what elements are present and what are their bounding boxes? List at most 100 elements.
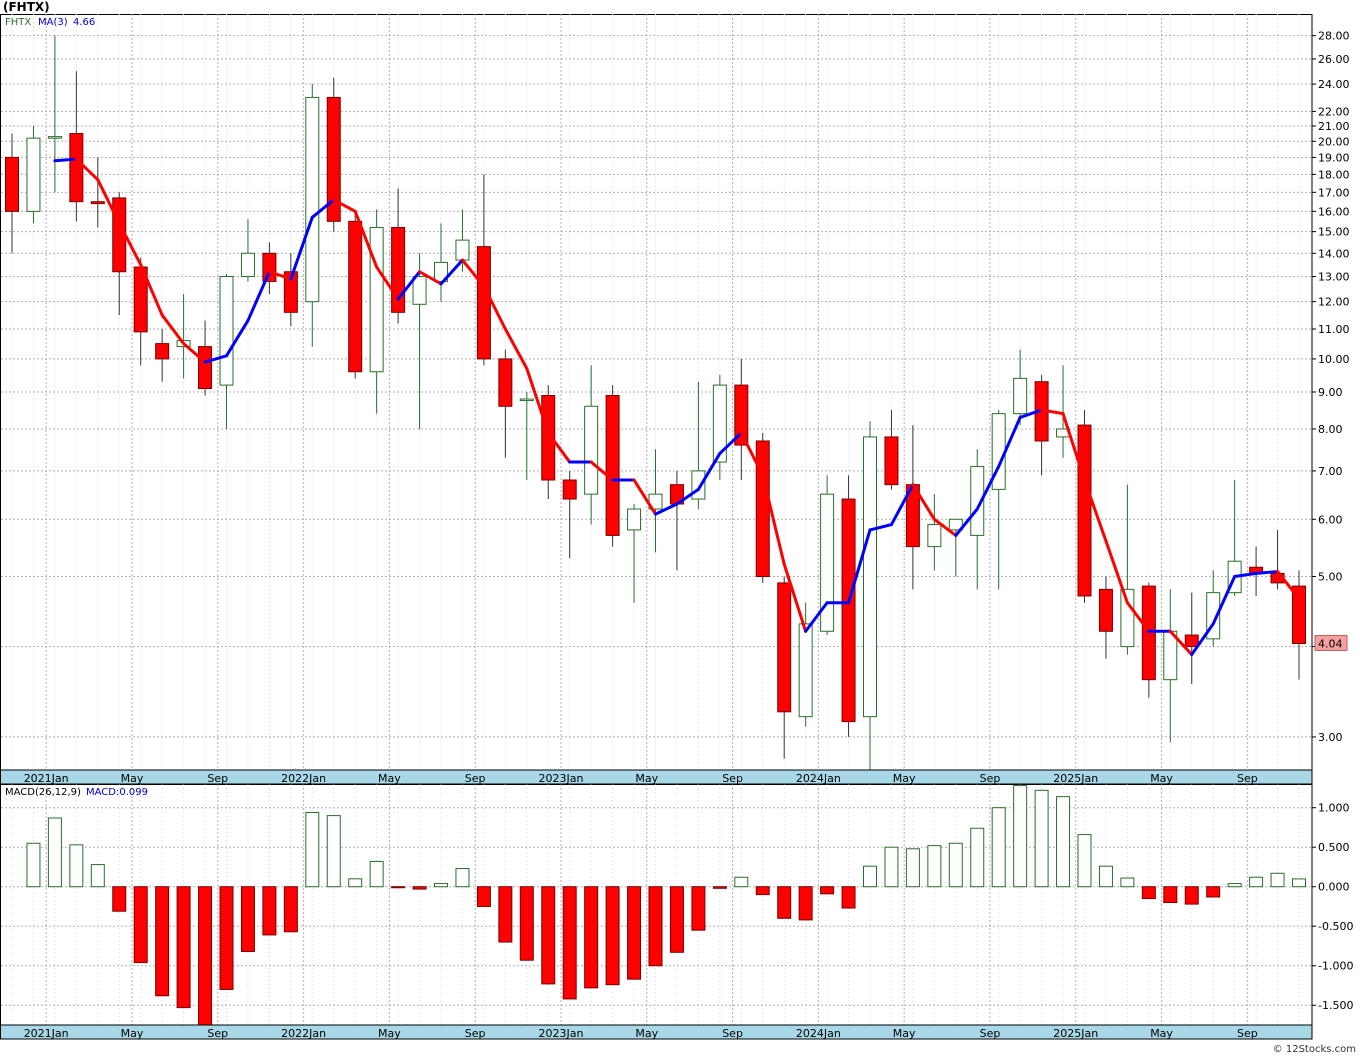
ma-line-segment [396,270,422,301]
ma-line-segment [53,157,78,163]
candle-body [434,261,448,282]
macd-bar [541,886,556,985]
candle-body [1120,588,1135,648]
ma-line-segment [1276,570,1301,601]
macd-bar [669,886,684,953]
candle-body [627,508,642,531]
macd-bar [176,886,191,1009]
macd-bar [627,886,642,980]
candle-body [755,440,770,578]
macd-bar [283,886,298,933]
candle-body [326,96,341,222]
legend-ma-value: 4.66 [73,17,95,28]
ma-line-segment [1233,571,1258,579]
ma-line-segment [954,507,979,537]
candle-body [1013,377,1028,415]
price-x-tick-label: 2022Jan [281,772,326,785]
candle-body [240,252,255,278]
candle-body [777,582,792,713]
ma-line-segment [460,258,486,288]
ma-line-segment [332,198,357,213]
price-x-tick-label: Sep [980,772,1001,785]
ma-line-segment [1190,622,1215,657]
ma-line-segment [353,209,379,269]
macd-bar [305,811,320,888]
ma-line-segment [782,562,808,633]
price-y-tick-label: 26.00 [1318,53,1350,66]
macd-y-tick-label: 0.500 [1318,841,1350,854]
macd-bar [198,886,213,1026]
candle-body [348,220,363,373]
ma-line-segment [739,431,765,477]
macd-bar [712,886,727,889]
macd-bar [798,886,813,921]
candle-body [691,470,706,500]
ma-line-segment [1125,601,1151,633]
macd-bar [691,886,706,931]
macd-x-tick-label: 2022Jan [281,1027,326,1040]
macd-bar [648,886,663,967]
macd-x-axis-band [0,1024,1313,1040]
ma-line-segment [847,528,872,605]
macd-bar [519,886,534,961]
macd-bar [1013,785,1028,888]
candle-body [412,276,427,305]
candle-body [391,226,406,313]
price-y-tick-label: 10.00 [1318,353,1350,366]
ma-line-segment [1104,539,1129,605]
ma-line-segment [718,431,743,455]
ma-line-segment [997,415,1022,468]
ma-line-segment [589,460,615,482]
candle-body [283,271,298,313]
macd-bar [476,886,491,907]
ma-line-segment [525,366,550,435]
macd-bar [455,868,470,888]
ma-line-segment [1168,629,1194,657]
grid-layer [0,14,1313,1026]
price-y-tick-label: 14.00 [1318,247,1350,260]
macd-bar [734,876,749,888]
macd-x-tick-label: 2023Jan [538,1027,583,1040]
ma-line-segment [74,157,100,182]
macd-y-tick-label: 1.000 [1318,802,1350,815]
macd-bar [434,883,448,888]
candle-body [1163,630,1178,681]
macd-bar [69,844,84,888]
candle-body [734,384,749,446]
ma-line-segment [503,327,529,370]
price-y-tick-label: 3.00 [1318,731,1343,744]
candle-body [541,395,556,481]
candle-body [198,346,213,390]
ma-line-segment [439,258,464,286]
price-x-tick-label: May [121,772,144,785]
macd-bar [262,886,277,936]
macd-y-tick-label: -1.000 [1318,960,1353,973]
candle-body [820,493,835,632]
candle-body [841,498,856,723]
candle-body [1077,424,1092,597]
macd-bar [412,886,427,890]
price-y-tick-label: 20.00 [1318,135,1350,148]
macd-bar [326,815,341,888]
macd-x-tick-label: 2024Jan [796,1027,841,1040]
macd-bar [905,848,920,888]
price-x-tick-label: May [1150,772,1173,785]
ma-line-segment [696,451,722,491]
macd-bar [841,886,856,909]
macd-bar [90,864,105,888]
ma-line-segment [117,221,143,267]
macd-bar [1077,834,1092,888]
macd-bar [1270,872,1285,888]
macd-x-tick-label: Sep [1237,1027,1258,1040]
ma-line-segment [868,523,893,532]
last-price-tag [1314,634,1348,651]
chart-title: (FHTX) [3,0,50,14]
macd-x-tick-label: May [635,1027,658,1040]
macd-bar [112,886,127,912]
legend-symbol: FHTX [5,17,31,28]
price-y-tick-label: 13.00 [1318,271,1350,284]
price-y-tick-label: 21.00 [1318,120,1350,133]
candle-body [970,465,985,536]
price-y-tick-label: 9.00 [1318,386,1343,399]
